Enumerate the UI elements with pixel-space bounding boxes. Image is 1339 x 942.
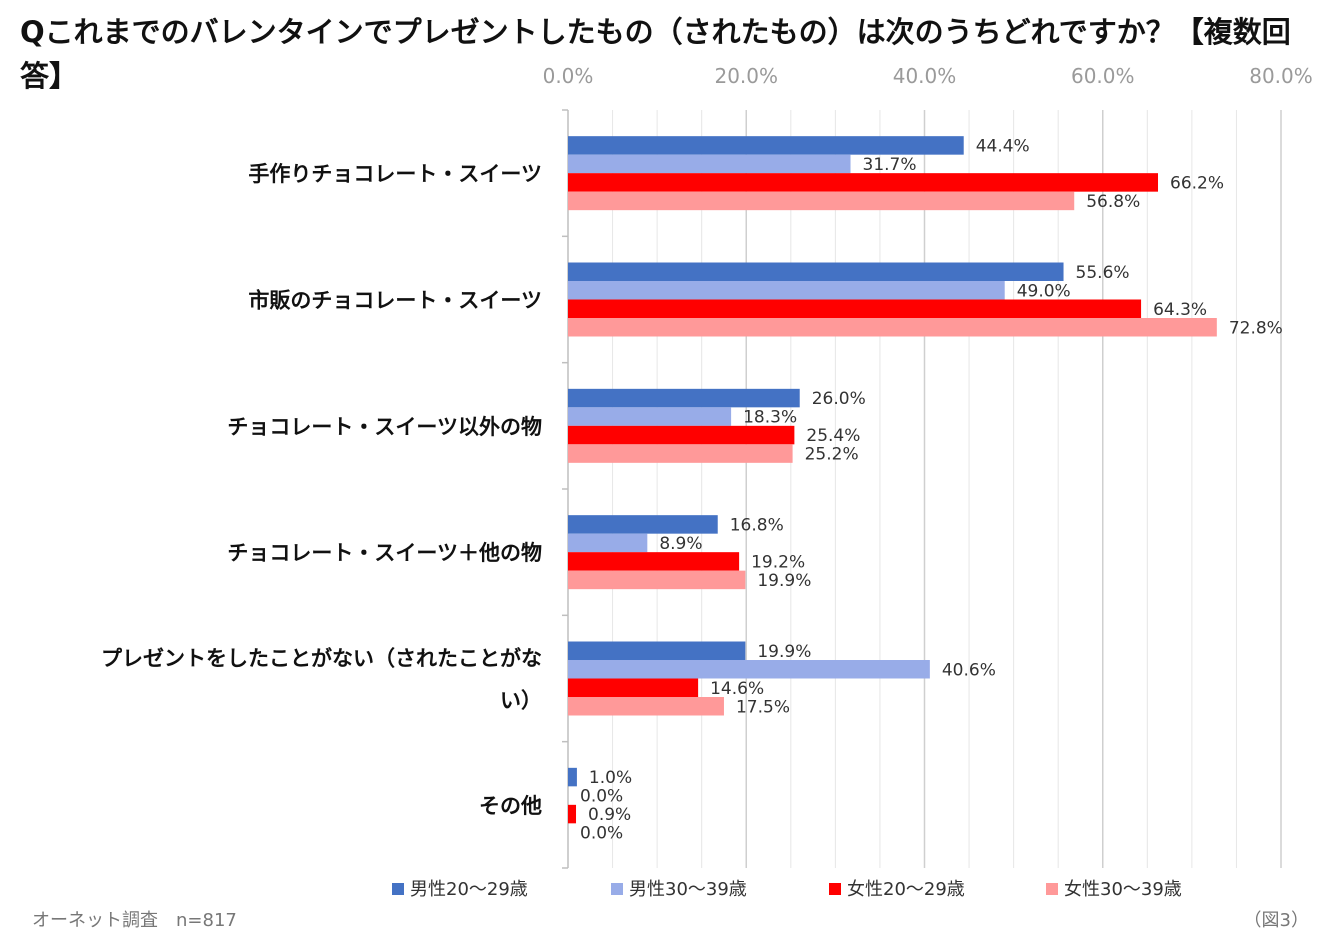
data-label: 19.9% xyxy=(757,571,811,591)
x-tick-label: 20.0% xyxy=(714,64,778,88)
category-label: チョコレート・スイーツ＋他の物 xyxy=(227,541,542,565)
data-label: 56.8% xyxy=(1086,192,1140,212)
category-label: い） xyxy=(500,689,542,713)
bar xyxy=(568,262,1064,281)
data-label: 49.0% xyxy=(1017,281,1071,301)
bar xyxy=(568,281,1005,300)
legend-swatch xyxy=(611,883,623,895)
data-label: 18.3% xyxy=(743,408,797,428)
source-note: オーネット調査 n=817 xyxy=(32,910,237,931)
legend-label: 男性20〜29歳 xyxy=(410,879,528,900)
bar xyxy=(568,136,964,155)
data-label: 14.6% xyxy=(710,679,764,699)
bar xyxy=(568,299,1142,318)
data-label: 19.9% xyxy=(757,642,811,662)
legend-swatch xyxy=(392,883,404,895)
data-label: 31.7% xyxy=(863,155,917,175)
data-label: 72.8% xyxy=(1229,318,1283,338)
x-tick-label: 40.0% xyxy=(893,64,957,88)
bar xyxy=(568,154,851,174)
data-label: 0.0% xyxy=(580,787,623,807)
x-tick-label: 0.0% xyxy=(543,64,594,88)
bar xyxy=(568,388,800,408)
bar xyxy=(568,641,746,660)
data-label: 8.9% xyxy=(659,534,702,554)
data-label: 44.4% xyxy=(976,136,1030,156)
bar xyxy=(568,552,740,571)
category-label: チョコレート・スイーツ以外の物 xyxy=(227,415,542,439)
bar xyxy=(568,173,1159,192)
bar xyxy=(568,425,795,445)
category-label: プレゼントをしたことがない（されたことがな xyxy=(101,647,542,671)
data-label: 40.6% xyxy=(942,660,996,680)
bar xyxy=(568,570,746,590)
figure-number: （図3） xyxy=(1243,910,1309,931)
bar xyxy=(568,444,793,463)
bar xyxy=(568,767,577,787)
x-tick-label: 80.0% xyxy=(1249,64,1313,88)
legend-swatch xyxy=(829,883,841,895)
data-label: 19.2% xyxy=(751,552,805,572)
bar xyxy=(568,407,732,426)
bar xyxy=(568,804,577,824)
bar xyxy=(568,318,1217,337)
category-label: 手作りチョコレート・スイーツ xyxy=(248,162,542,186)
data-label: 0.9% xyxy=(588,805,631,825)
data-label: 26.0% xyxy=(812,389,866,409)
bar xyxy=(568,533,648,553)
legend-label: 女性20〜29歳 xyxy=(847,879,965,900)
legend-swatch xyxy=(1046,883,1058,895)
x-tick-label: 60.0% xyxy=(1071,64,1135,88)
bar xyxy=(568,678,699,697)
data-label: 1.0% xyxy=(589,768,632,788)
legend-label: 男性30〜39歳 xyxy=(629,879,747,900)
data-label: 66.2% xyxy=(1170,173,1224,193)
legend-label: 女性30〜39歳 xyxy=(1064,879,1182,900)
bar xyxy=(568,515,718,534)
category-label: その他 xyxy=(479,794,542,818)
data-label: 17.5% xyxy=(736,697,790,717)
chart-title: Qこれまでのバレンタインでプレゼントしたもの（されたもの）は次のうちどれですか？… xyxy=(20,15,1291,93)
bar xyxy=(568,660,930,679)
bar xyxy=(568,697,724,716)
category-label: 市販のチョコレート・スイーツ xyxy=(248,289,542,313)
data-label: 25.4% xyxy=(806,426,860,446)
data-label: 16.8% xyxy=(730,515,784,535)
data-label: 55.6% xyxy=(1076,263,1130,283)
bar xyxy=(568,191,1075,211)
data-label: 25.2% xyxy=(805,445,859,465)
data-label: 64.3% xyxy=(1153,300,1207,320)
data-label: 0.0% xyxy=(580,824,623,844)
